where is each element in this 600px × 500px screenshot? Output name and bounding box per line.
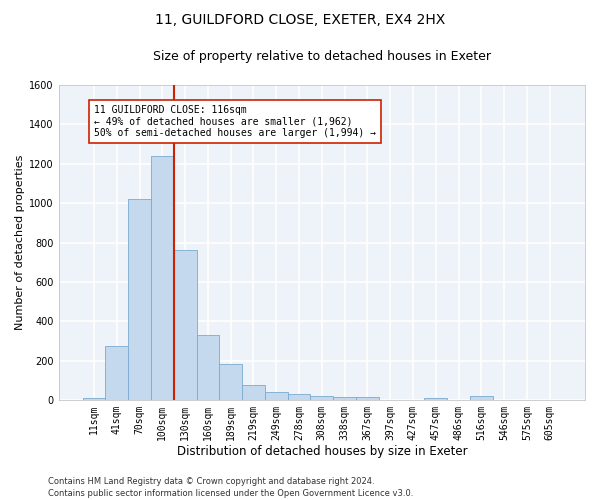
Bar (265, 392, 287, 400)
Title: Size of property relative to detached houses in Exeter: Size of property relative to detached ho… (153, 50, 491, 63)
Y-axis label: Number of detached properties: Number of detached properties (15, 155, 25, 330)
Bar (128, 200, 151, 400)
Bar (287, 394, 310, 400)
Text: 11 GUILDFORD CLOSE: 116sqm
← 49% of detached houses are smaller (1,962)
50% of s: 11 GUILDFORD CLOSE: 116sqm ← 49% of deta… (94, 104, 376, 138)
Bar (219, 364, 242, 400)
Text: Contains HM Land Registry data © Crown copyright and database right 2024.
Contai: Contains HM Land Registry data © Crown c… (48, 476, 413, 498)
Bar (242, 386, 265, 400)
Bar (106, 346, 128, 400)
X-axis label: Distribution of detached houses by size in Exeter: Distribution of detached houses by size … (176, 444, 467, 458)
Bar (356, 398, 379, 400)
Text: 11, GUILDFORD CLOSE, EXETER, EX4 2HX: 11, GUILDFORD CLOSE, EXETER, EX4 2HX (155, 12, 445, 26)
Bar (174, 250, 197, 400)
Bar (197, 335, 219, 400)
Bar (470, 396, 493, 400)
Bar (83, 398, 106, 400)
Bar (424, 398, 447, 400)
Bar (151, 156, 174, 400)
Bar (310, 396, 333, 400)
Bar (333, 398, 356, 400)
